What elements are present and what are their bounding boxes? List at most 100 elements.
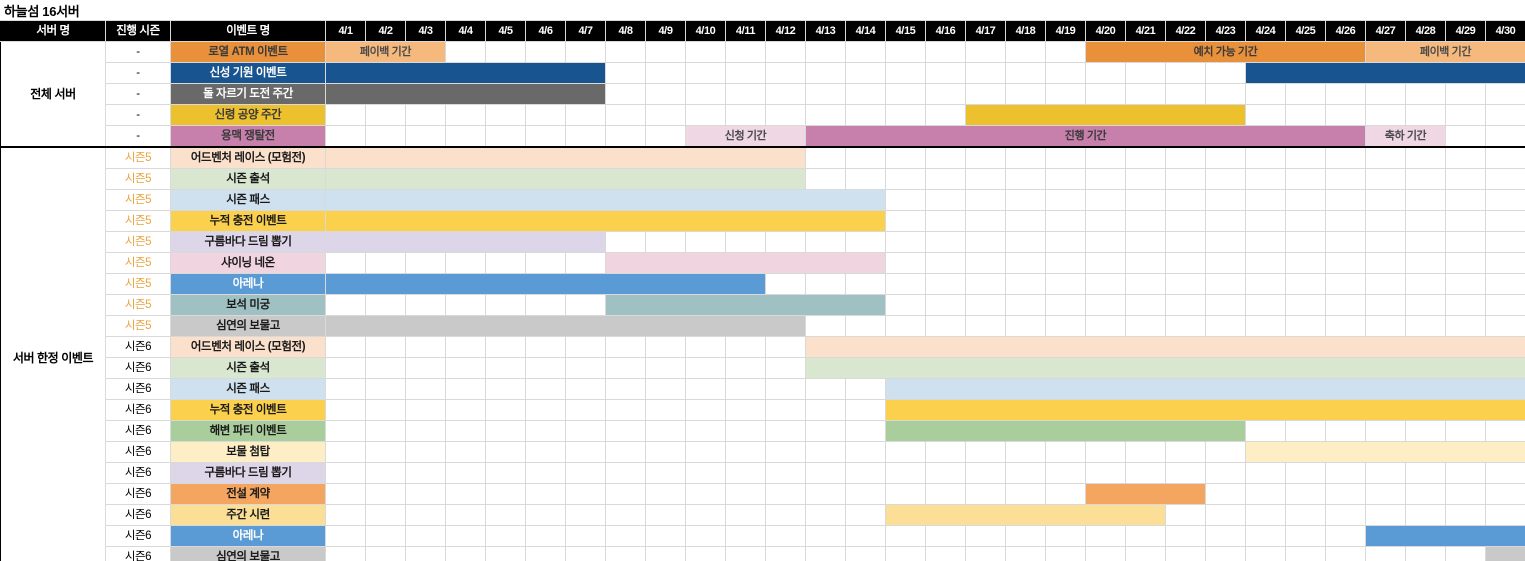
gantt-bar[interactable] <box>325 62 606 84</box>
gantt-bar[interactable] <box>805 336 1525 358</box>
gantt-bar[interactable] <box>325 189 886 211</box>
gantt-empty-cell <box>965 315 1006 337</box>
gantt-bar[interactable]: 축하 기간 <box>1365 125 1446 148</box>
gantt-empty-cell <box>605 378 646 400</box>
event-name-cell[interactable]: 신성 기원 이벤트 <box>170 62 326 84</box>
gantt-bar[interactable]: 페이백 기간 <box>1365 41 1525 63</box>
gantt-bar[interactable] <box>605 294 886 316</box>
gantt-empty-cell <box>1045 146 1086 169</box>
gantt-bar[interactable]: 페이백 기간 <box>325 41 446 63</box>
gantt-empty-cell <box>1125 525 1166 547</box>
event-name-cell[interactable]: 아레나 <box>170 273 326 295</box>
gantt-empty-cell <box>685 462 726 484</box>
gantt-bar[interactable]: 진행 기간 <box>805 125 1366 148</box>
gantt-bar[interactable] <box>805 357 1525 379</box>
gantt-bar[interactable] <box>885 399 1525 421</box>
event-name-cell[interactable]: 보물 첨탑 <box>170 441 326 463</box>
gantt-empty-cell <box>605 399 646 421</box>
header-season: 진행 시즌 <box>105 20 171 42</box>
gantt-bar[interactable] <box>965 104 1246 126</box>
gantt-empty-cell <box>1005 168 1046 190</box>
event-name-cell[interactable]: 전설 계약 <box>170 483 326 505</box>
event-name-cell[interactable]: 시즌 패스 <box>170 189 326 211</box>
gantt-empty-cell <box>325 104 366 126</box>
event-name-cell[interactable]: 시즌 출석 <box>170 168 326 190</box>
event-name-cell[interactable]: 주간 시련 <box>170 504 326 526</box>
header-date-4-10: 4/10 <box>685 20 726 42</box>
gantt-bar[interactable]: 신청 기간 <box>685 125 806 148</box>
gantt-empty-cell <box>485 525 526 547</box>
gantt-bar[interactable] <box>325 315 806 337</box>
event-name-cell[interactable]: 시즌 패스 <box>170 378 326 400</box>
gantt-bar[interactable] <box>885 420 1246 442</box>
event-name-cell[interactable]: 샤이닝 네온 <box>170 252 326 274</box>
gantt-empty-cell <box>605 231 646 253</box>
table-row: 시즌6 심연의 보물고 <box>1 546 1525 561</box>
gantt-empty-cell <box>1405 462 1446 484</box>
table-row: 시즌5 심연의 보물고 <box>1 315 1525 337</box>
gantt-empty-cell <box>885 525 926 547</box>
event-name-cell[interactable]: 구름바다 드림 뽑기 <box>170 231 326 253</box>
gantt-empty-cell <box>1045 462 1086 484</box>
event-name-cell[interactable]: 보석 미궁 <box>170 294 326 316</box>
gantt-empty-cell <box>365 336 406 358</box>
season-cell: 시즌5 <box>105 231 171 253</box>
gantt-empty-cell <box>1365 504 1406 526</box>
gantt-bar[interactable] <box>325 210 886 232</box>
gantt-bar[interactable] <box>1485 546 1525 561</box>
gantt-empty-cell <box>925 483 966 505</box>
event-name-cell[interactable]: 시즌 출석 <box>170 357 326 379</box>
gantt-bar[interactable] <box>325 146 806 169</box>
gantt-bar[interactable] <box>325 273 766 295</box>
event-name-cell[interactable]: 누적 충전 이벤트 <box>170 210 326 232</box>
event-name-cell[interactable]: 심연의 보물고 <box>170 315 326 337</box>
gantt-bar[interactable] <box>605 252 886 274</box>
gantt-bar[interactable] <box>1245 441 1525 463</box>
gantt-empty-cell <box>1205 231 1246 253</box>
gantt-empty-cell <box>845 315 886 337</box>
gantt-empty-cell <box>405 504 446 526</box>
event-name-cell[interactable]: 구름바다 드림 뽑기 <box>170 462 326 484</box>
gantt-empty-cell <box>1285 504 1326 526</box>
header-date-4-28: 4/28 <box>1405 20 1446 42</box>
gantt-empty-cell <box>1085 252 1126 274</box>
event-name-cell[interactable]: 로열 ATM 이벤트 <box>170 41 326 63</box>
gantt-empty-cell <box>1005 546 1046 561</box>
gantt-bar[interactable] <box>325 83 606 105</box>
event-name-cell[interactable]: 아레나 <box>170 525 326 547</box>
gantt-empty-cell <box>1045 252 1086 274</box>
gantt-bar[interactable] <box>1245 62 1525 84</box>
gantt-bar[interactable] <box>1085 483 1206 505</box>
gantt-empty-cell <box>365 462 406 484</box>
gantt-empty-cell <box>405 399 446 421</box>
gantt-bar[interactable] <box>325 231 606 253</box>
event-name-cell[interactable]: 해변 파티 이벤트 <box>170 420 326 442</box>
event-name-cell[interactable]: 심연의 보물고 <box>170 546 326 561</box>
gantt-empty-cell <box>1285 104 1326 126</box>
header-date-4-13: 4/13 <box>805 20 846 42</box>
event-name-cell[interactable]: 어드벤처 레이스 (모험전) <box>170 336 326 358</box>
event-name-cell[interactable]: 돌 자르기 도전 주간 <box>170 83 326 105</box>
gantt-bar[interactable] <box>885 504 1166 526</box>
gantt-empty-cell <box>685 83 726 105</box>
gantt-empty-cell <box>1325 504 1366 526</box>
gantt-bar[interactable] <box>1365 525 1525 547</box>
gantt-empty-cell <box>1445 168 1486 190</box>
gantt-bar[interactable]: 예치 가능 기간 <box>1085 41 1366 63</box>
gantt-bar[interactable] <box>885 378 1525 400</box>
event-name-cell[interactable]: 어드벤처 레이스 (모험전) <box>170 146 326 169</box>
event-name-cell[interactable]: 신령 공양 주간 <box>170 104 326 126</box>
gantt-bar[interactable] <box>325 168 806 190</box>
gantt-empty-cell <box>1485 252 1525 274</box>
gantt-empty-cell <box>605 462 646 484</box>
gantt-empty-cell <box>485 294 526 316</box>
gantt-empty-cell <box>965 483 1006 505</box>
season-cell: 시즌5 <box>105 294 171 316</box>
event-name-cell[interactable]: 용맥 쟁탈전 <box>170 125 326 148</box>
gantt-empty-cell <box>1445 315 1486 337</box>
gantt-empty-cell <box>605 483 646 505</box>
header-date-4-20: 4/20 <box>1085 20 1126 42</box>
gantt-empty-cell <box>325 357 366 379</box>
header-date-4-7: 4/7 <box>565 20 606 42</box>
event-name-cell[interactable]: 누적 충전 이벤트 <box>170 399 326 421</box>
